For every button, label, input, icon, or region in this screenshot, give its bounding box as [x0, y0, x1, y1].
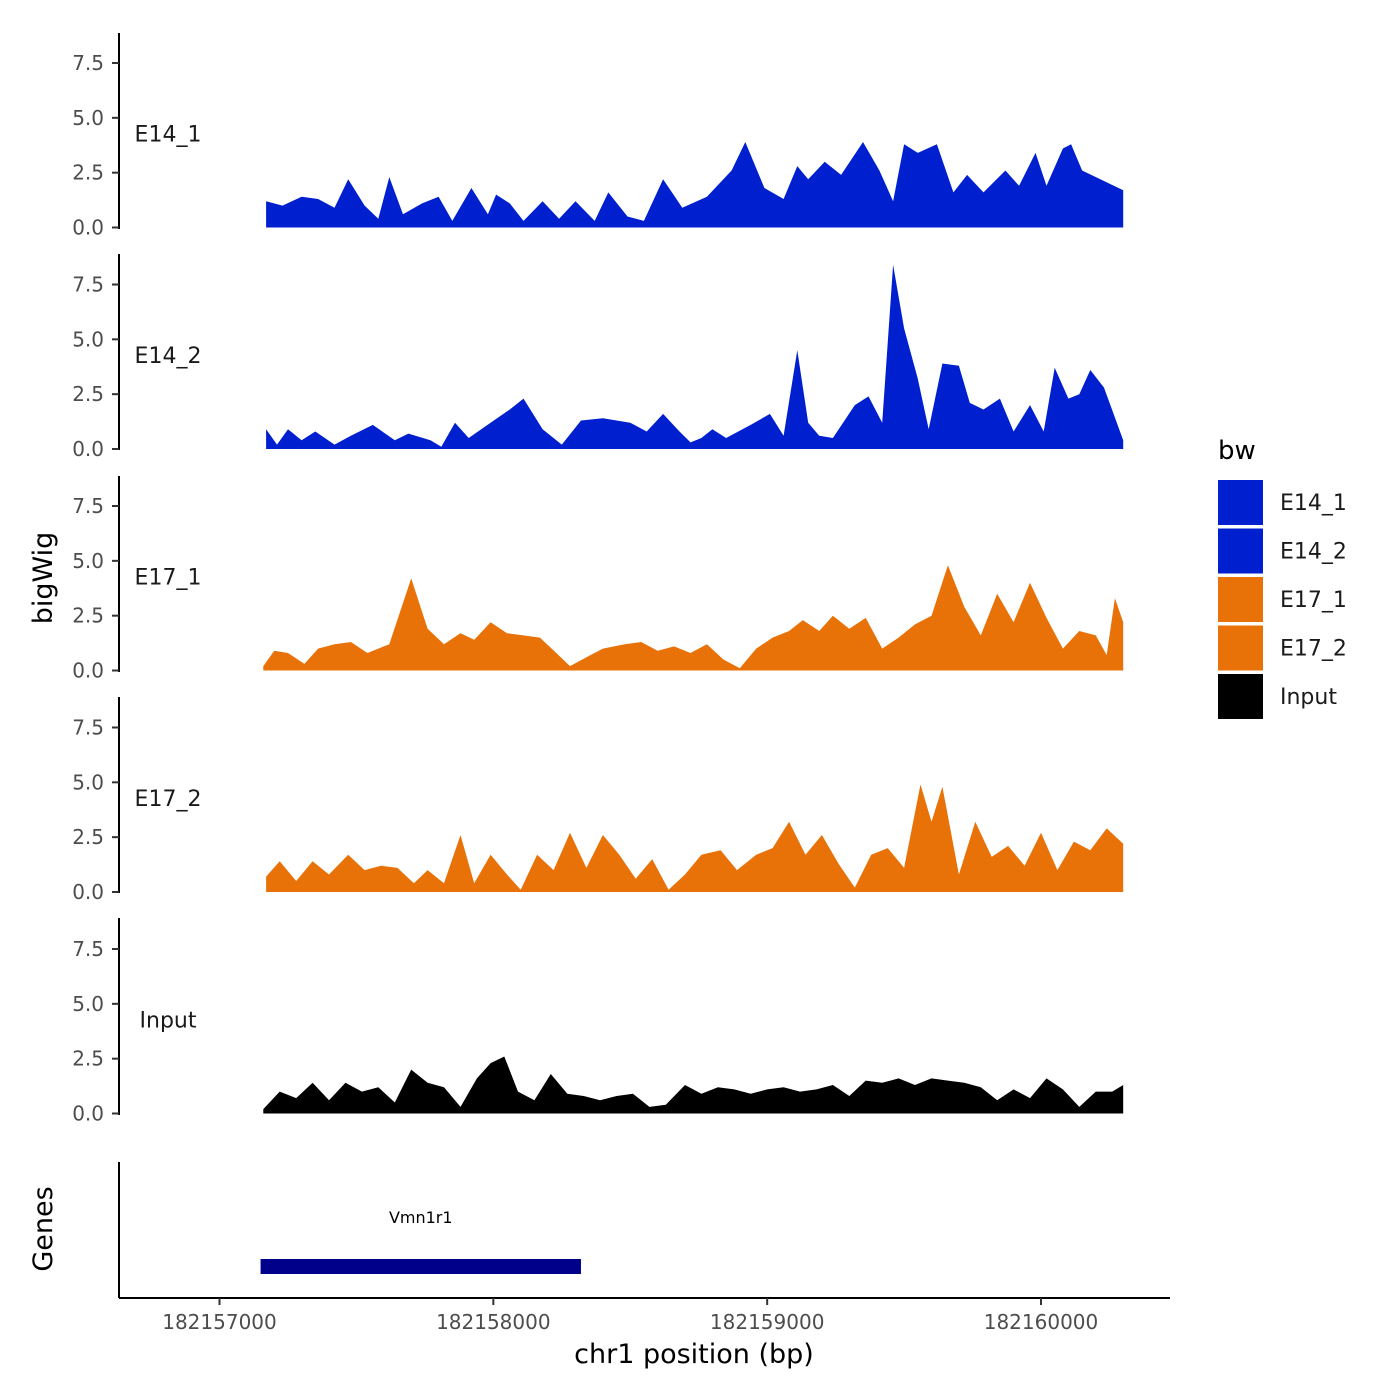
y-tick-label-Input-0: 0.0	[72, 1102, 104, 1126]
legend-label-E14_2: E14_2	[1280, 540, 1347, 565]
y-tick-label-E17_1-3: 7.5	[72, 494, 104, 518]
y-tick-label-Input-1: 2.5	[72, 1047, 104, 1071]
track-label-Input: Input	[140, 1009, 197, 1034]
track-label-E17_2: E17_2	[135, 787, 202, 812]
y-tick-label-E14_1-2: 5.0	[72, 106, 104, 130]
legend-title: bw	[1218, 436, 1256, 466]
x-axis: chr1 position (bp) 182157000 182158000 182…	[119, 1297, 1170, 1370]
signal-tracks: E14_1 E14_2 E17_1 E17_2 Input	[135, 123, 1124, 1114]
x-tick-label-1: 182158000	[436, 1310, 551, 1334]
gene-label-Vmn1r1: Vmn1r1	[389, 1208, 453, 1227]
track-label-E14_2: E14_2	[135, 344, 202, 369]
x-tick-label-2: 182159000	[710, 1310, 825, 1334]
legend-label-E17_2: E17_2	[1280, 637, 1347, 662]
y-tick-label-Input-3: 7.5	[72, 937, 104, 961]
signal-area-E17_1	[263, 565, 1124, 671]
track-label-E17_1: E17_1	[135, 566, 202, 591]
y-tick-label-E17_2-2: 5.0	[72, 770, 104, 794]
y-tick-label-E17_2-1: 2.5	[72, 825, 104, 849]
legend-swatch-Input	[1218, 674, 1263, 719]
x-axis-title: chr1 position (bp)	[574, 1339, 814, 1370]
y-tick-label-Input-2: 5.0	[72, 992, 104, 1016]
y-tick-label-E14_2-0: 0.0	[72, 437, 104, 461]
y-tick-label-E17_2-3: 7.5	[72, 716, 104, 740]
signal-area-E14_1	[266, 142, 1124, 228]
x-tick-label-3: 182160000	[984, 1310, 1099, 1334]
y-tick-label-E14_2-3: 7.5	[72, 273, 104, 297]
signal-area-E14_2	[266, 264, 1124, 449]
legend-label-E14_1: E14_1	[1280, 491, 1347, 516]
track-label-E14_1: E14_1	[135, 123, 202, 148]
legend-swatch-E14_1	[1218, 480, 1263, 525]
y-tick-label-E17_2-0: 0.0	[72, 880, 104, 904]
y-tick-label-E14_2-1: 2.5	[72, 382, 104, 406]
genes-track-title: Genes	[28, 1186, 59, 1271]
legend: bw E14_1 E14_2 E17_1 E17_2 Input	[1218, 436, 1347, 719]
signal-area-E17_2	[266, 784, 1124, 892]
legend-label-E17_1: E17_1	[1280, 588, 1347, 613]
y-axis-title: bigWig	[28, 532, 59, 625]
legend-label-Input: Input	[1280, 685, 1337, 710]
y-tick-label-E14_2-2: 5.0	[72, 327, 104, 351]
y-tick-label-E17_1-2: 5.0	[72, 549, 104, 573]
signal-area-Input	[263, 1056, 1124, 1114]
legend-swatch-E17_2	[1218, 625, 1263, 671]
y-tick-label-E17_1-0: 0.0	[72, 659, 104, 683]
legend-swatch-E14_2	[1218, 528, 1263, 574]
y-tick-label-E14_1-1: 2.5	[72, 161, 104, 185]
legend-swatch-E17_1	[1218, 577, 1263, 622]
x-tick-label-0: 182157000	[162, 1310, 277, 1334]
y-axes: 0.0 2.5 5.0 7.5 0.0 2.5 5.0 7.5 0.0 2.5 5.0 7.5 0.0 2…	[72, 33, 120, 1126]
y-tick-label-E14_1-0: 0.0	[72, 216, 104, 240]
gene-bar-Vmn1r1	[260, 1259, 581, 1274]
y-tick-label-E17_1-1: 2.5	[72, 604, 104, 628]
y-tick-label-E14_1-3: 7.5	[72, 51, 104, 75]
genes-track: Genes Vmn1r1	[28, 1162, 581, 1298]
